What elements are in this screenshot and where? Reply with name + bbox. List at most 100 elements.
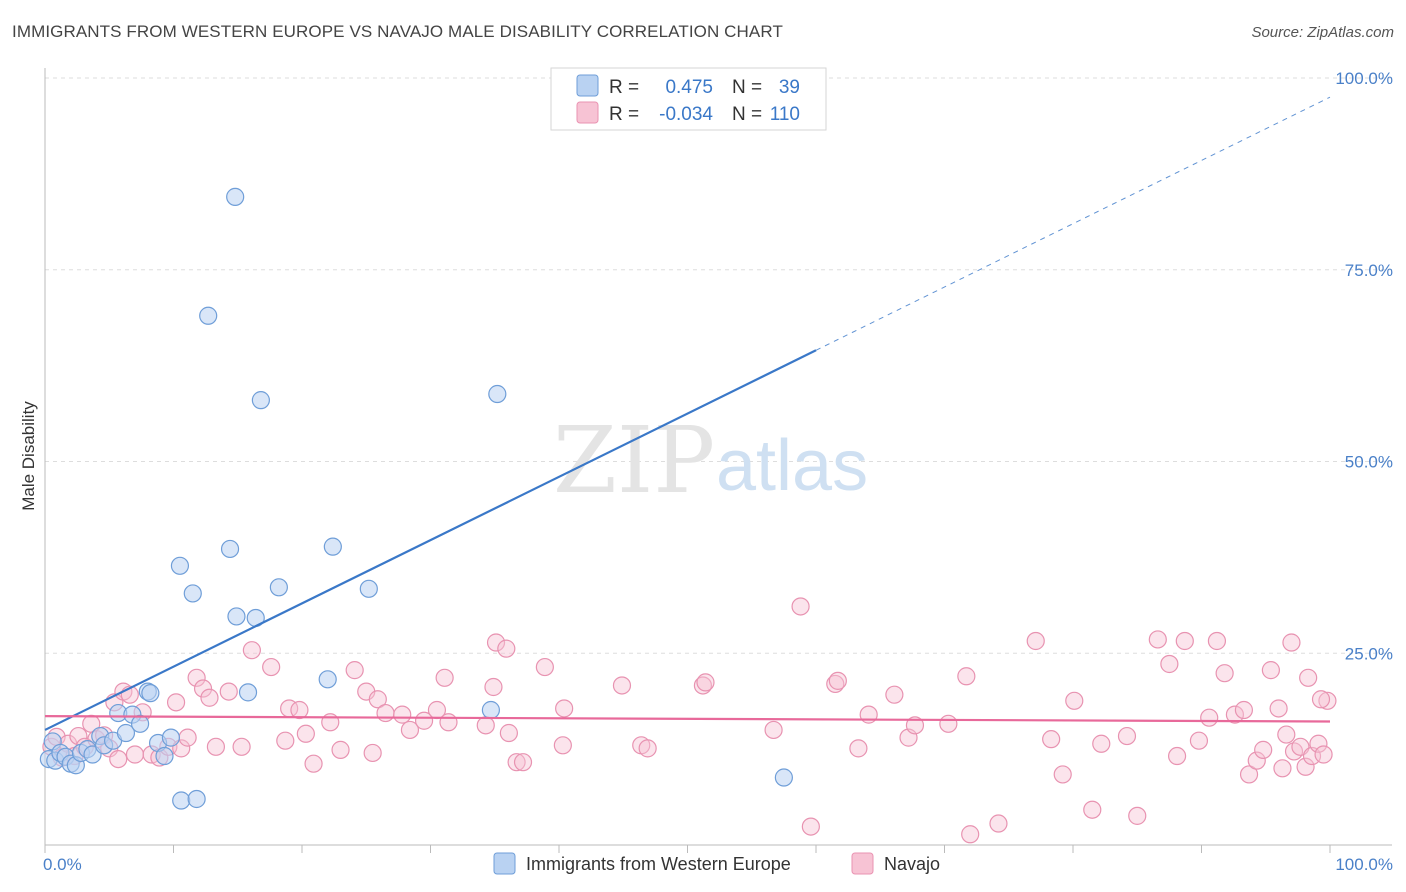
navajo-point — [1309, 734, 1328, 753]
navajo-point — [290, 700, 309, 720]
navajo-trend-line — [44, 715, 1331, 723]
navajo-point — [905, 716, 925, 735]
navajo-point — [612, 676, 632, 695]
watermark-zip: ZIP — [553, 407, 715, 514]
western-europe-point — [774, 768, 793, 787]
western-europe-point — [269, 578, 288, 597]
navajo-point — [1117, 726, 1137, 746]
navajo-point — [957, 667, 976, 686]
navajo-point — [1282, 633, 1301, 652]
navajo-point — [376, 703, 395, 723]
navajo-point — [178, 728, 197, 747]
tick-labels: 25.0% 50.0% 75.0% 100.0% 0.0% 100.0% — [43, 69, 1393, 874]
y-tick-label: 100.0% — [1335, 69, 1393, 88]
navajo-point — [232, 737, 251, 756]
trend-lines — [44, 96, 1331, 731]
legend-r-value-2: -0.034 — [659, 104, 713, 125]
navajo-point — [1234, 700, 1254, 720]
navajo-point — [1318, 691, 1337, 710]
western-europe-trend-line — [44, 349, 817, 731]
navajo-point — [1284, 742, 1304, 761]
navajo-point — [1225, 705, 1245, 724]
navajo-point — [1207, 631, 1227, 651]
navajo-point — [1296, 757, 1315, 776]
navajo-point — [1261, 661, 1280, 680]
western-europe-point — [227, 607, 246, 626]
navajo-point — [553, 736, 572, 755]
navajo-point — [885, 685, 904, 704]
bottom-legend-blue-label: Immigrants from Western Europe — [526, 854, 791, 874]
navajo-point — [535, 657, 554, 677]
western-europe-point — [141, 684, 160, 703]
y-axis-label: Male Disability — [19, 401, 38, 511]
navajo-point — [791, 597, 810, 616]
y-tick-label: 75.0% — [1345, 261, 1393, 280]
western-europe-point — [170, 556, 190, 575]
legend-n-value-2: 110 — [770, 104, 800, 125]
navajo-point — [200, 688, 219, 707]
navajo-point — [193, 679, 213, 698]
navajo-point — [363, 743, 382, 763]
navajo-point — [262, 657, 281, 677]
navajo-point — [1247, 751, 1266, 770]
western-europe-point — [130, 714, 150, 733]
navajo-point — [1148, 630, 1167, 649]
legend-r-value-1: 0.475 — [665, 77, 713, 98]
navajo-point — [1299, 668, 1318, 687]
navajo-point — [219, 682, 238, 701]
navajo-point — [242, 641, 261, 660]
navajo-point — [486, 633, 506, 652]
navajo-point — [939, 714, 958, 733]
navajo-point — [345, 661, 364, 680]
navajo-point — [393, 705, 412, 724]
navajo-point — [961, 825, 980, 844]
navajo-point — [1269, 699, 1288, 718]
watermark-atlas: atlas — [716, 426, 868, 506]
navajo-point — [638, 739, 657, 758]
western-europe-point — [238, 683, 258, 702]
navajo-point — [696, 673, 715, 692]
navajo-point — [693, 676, 713, 695]
navajo-point — [1042, 730, 1061, 749]
navajo-point — [1273, 759, 1292, 778]
navajo-point — [507, 753, 526, 772]
navajo-point — [109, 749, 128, 769]
western-europe-point — [183, 584, 202, 603]
western-europe-points — [39, 187, 793, 810]
western-europe-point — [172, 791, 191, 810]
navajo-point — [1065, 691, 1084, 710]
navajo-point — [331, 740, 350, 759]
western-europe-point — [220, 539, 240, 559]
navajo-point — [1311, 690, 1331, 709]
legend-n-label-2: N = — [732, 104, 762, 125]
navajo-point — [304, 754, 323, 773]
western-europe-point — [155, 746, 174, 766]
navajo-point — [439, 713, 458, 732]
navajo-point — [125, 745, 145, 764]
navajo-point — [187, 668, 206, 687]
legend-r-label-1: R = — [609, 77, 639, 98]
navajo-point — [1254, 740, 1273, 759]
navajo-point — [1189, 731, 1209, 750]
source-note: Source: ZipAtlas.com — [1251, 24, 1394, 41]
legend-blue-swatch — [576, 74, 599, 97]
x-tick-label: 100.0% — [1335, 855, 1393, 874]
correlation-legend: R = 0.475 N = 39 R = -0.034 N = 110 — [550, 67, 827, 131]
bottom-legend-pink-swatch — [851, 852, 874, 875]
navajo-point — [849, 739, 868, 758]
western-europe-point — [199, 306, 218, 325]
navajo-point — [276, 731, 295, 750]
navajo-point — [1175, 631, 1194, 651]
navajo-point — [1239, 765, 1259, 784]
navajo-point — [484, 677, 503, 697]
navajo-point — [801, 817, 820, 836]
y-tick-label: 50.0% — [1345, 453, 1393, 472]
navajo-point — [497, 639, 516, 658]
legend-n-label-1: N = — [732, 77, 762, 98]
navajo-point — [206, 737, 226, 756]
bottom-legend-pink-label: Navajo — [884, 854, 940, 874]
series-legend: Immigrants from Western Europe Navajo — [493, 852, 940, 875]
navajo-point — [435, 668, 454, 687]
western-europe-point — [187, 789, 206, 809]
